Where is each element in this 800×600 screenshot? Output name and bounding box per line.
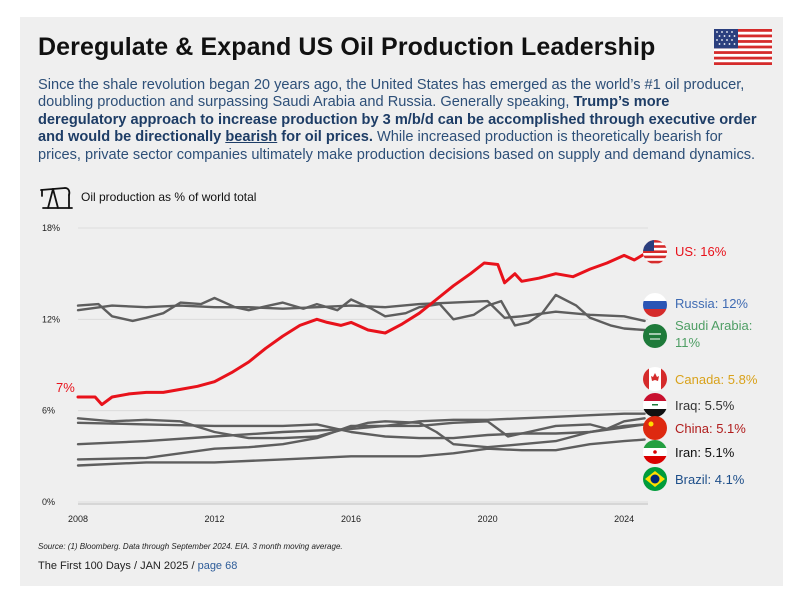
x-tick-label: 2024 bbox=[614, 514, 634, 524]
series-label-saudi-arabia: Saudi Arabia: 11% bbox=[675, 318, 752, 350]
series-line-iraq bbox=[76, 417, 646, 461]
series-label-iran: Iran: 5.1% bbox=[675, 445, 735, 460]
series-line-russia bbox=[76, 299, 646, 323]
series-label-line: 11% bbox=[675, 335, 700, 350]
series-label-brazil: Brazil: 4.1% bbox=[675, 472, 745, 487]
series-label-iraq: Iraq: 5.5% bbox=[675, 398, 735, 413]
x-tick-label: 2020 bbox=[478, 514, 498, 524]
series-line-us bbox=[76, 252, 647, 407]
series-label-line: Iraq: 5.5% bbox=[675, 398, 735, 413]
series-label-line: Iran: 5.1% bbox=[675, 445, 735, 460]
iraq-flag-icon bbox=[643, 393, 667, 417]
series-line-canada bbox=[76, 412, 646, 446]
x-tick-label: 2012 bbox=[205, 514, 225, 524]
intro-paragraph: Since the shale revolution began 20 year… bbox=[38, 77, 758, 164]
series-label-china: China: 5.1% bbox=[675, 421, 746, 436]
chart-subtitle: Oil production as % of world total bbox=[81, 190, 257, 204]
y-tick-label: 18% bbox=[42, 223, 60, 233]
brazil-flag-icon bbox=[643, 467, 667, 491]
series-line-china bbox=[76, 421, 646, 440]
y-tick-label: 0% bbox=[42, 497, 55, 507]
y-tick-label: 12% bbox=[42, 314, 60, 324]
us-round-flag-icon bbox=[643, 240, 667, 264]
x-tick-label: 2016 bbox=[341, 514, 361, 524]
series-label-line: China: 5.1% bbox=[675, 421, 746, 436]
series-label-line: Saudi Arabia: bbox=[675, 318, 752, 333]
series-label-line: Canada: 5.8% bbox=[675, 372, 758, 387]
series-label-canada: Canada: 5.8% bbox=[675, 372, 758, 387]
start-annotation: 7% bbox=[56, 380, 75, 395]
intro-text: Since the shale revolution began 20 year… bbox=[38, 77, 745, 111]
series-label-line: Brazil: 4.1% bbox=[675, 472, 745, 487]
series-label-line: US: 16% bbox=[675, 244, 727, 259]
series-label-russia: Russia: 12% bbox=[675, 296, 748, 311]
y-tick-label: 6% bbox=[42, 406, 55, 416]
footer: The First 100 Days / JAN 2025 / page 68 bbox=[38, 560, 237, 572]
footer-text: The First 100 Days / JAN 2025 / bbox=[38, 560, 198, 572]
series-line-saudi-arabia bbox=[76, 293, 646, 332]
iran-flag-icon bbox=[643, 440, 667, 464]
page-number: page 68 bbox=[197, 560, 238, 572]
source-note: Source: (1) Bloomberg. Data through Sept… bbox=[38, 542, 343, 551]
russia-flag-icon bbox=[643, 293, 667, 317]
oil-pump-icon bbox=[40, 187, 73, 209]
us-flag-icon bbox=[714, 29, 772, 65]
china-flag-icon bbox=[643, 416, 667, 440]
series-line-brazil bbox=[76, 438, 646, 467]
chart-subtitle-row: Oil production as % of world total bbox=[38, 186, 256, 210]
canada-flag-icon bbox=[643, 367, 667, 391]
page-title: Deregulate & Expand US Oil Production Le… bbox=[38, 33, 656, 61]
series-label-line: Russia: 12% bbox=[675, 296, 748, 311]
series-line-iran bbox=[76, 417, 646, 449]
intro-emphasis: Trump’s more deregulatory approach to in… bbox=[38, 94, 757, 146]
series-label-us: US: 16% bbox=[675, 244, 727, 259]
intro-underline: bearish bbox=[225, 129, 278, 146]
saudi-flag-icon bbox=[643, 324, 667, 348]
x-tick-label: 2008 bbox=[68, 514, 88, 524]
intro-text-end: While increased production is theoretica… bbox=[38, 129, 756, 163]
intro-emphasis-end: for oil prices. bbox=[277, 129, 373, 146]
